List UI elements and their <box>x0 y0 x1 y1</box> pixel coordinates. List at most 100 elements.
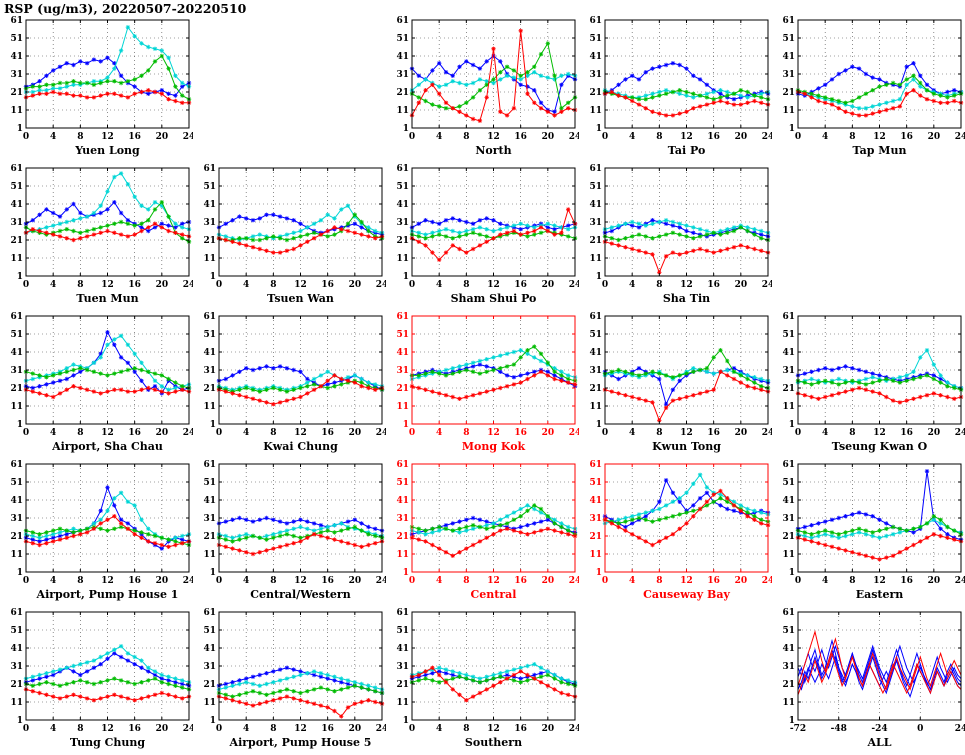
x-tick-label: 16 <box>514 428 527 438</box>
y-tick-label: 51 <box>589 478 602 488</box>
y-tick-label: 41 <box>203 644 216 654</box>
x-tick-label: 12 <box>873 132 886 142</box>
y-tick-label: 61 <box>203 164 216 174</box>
x-tick-label: 0 <box>917 724 923 734</box>
y-tick-label: 61 <box>203 608 216 618</box>
x-tick-label: 4 <box>50 280 56 290</box>
chart-title: Tung Chung <box>70 736 145 749</box>
x-tick-label: 16 <box>321 576 334 586</box>
y-tick-label: 11 <box>396 550 409 560</box>
y-tick-label: 21 <box>203 532 216 542</box>
y-tick-label: 41 <box>10 644 23 654</box>
x-tick-label: 16 <box>128 428 141 438</box>
y-tick-label: 61 <box>589 312 602 322</box>
y-tick-label: 1 <box>596 272 602 282</box>
y-tick-label: 11 <box>782 550 795 560</box>
x-tick-label: 0 <box>216 428 222 438</box>
y-tick-label: 61 <box>396 608 409 618</box>
y-tick-label: 51 <box>782 330 795 340</box>
chart-title: Central <box>471 588 517 601</box>
x-tick-label: 20 <box>735 132 748 142</box>
y-tick-label: 31 <box>10 366 23 376</box>
x-tick-label: 24 <box>955 132 965 142</box>
x-tick-label: 20 <box>928 132 941 142</box>
x-tick-label: 8 <box>656 132 662 142</box>
chart-title: Yuen Long <box>74 144 140 157</box>
y-tick-label: 61 <box>203 312 216 322</box>
x-tick-label: 12 <box>873 576 886 586</box>
y-tick-label: 21 <box>203 236 216 246</box>
chart-mong-kok: 1 11 21 31 41 51 61 0 4 8 12 16 20 24 Mong Kok <box>386 310 579 458</box>
y-tick-label: 1 <box>789 124 795 134</box>
x-tick-label: 8 <box>463 132 469 142</box>
x-tick-label: 20 <box>156 576 169 586</box>
y-tick-label: 1 <box>403 272 409 282</box>
series-line-red <box>411 371 576 400</box>
y-tick-label: 31 <box>782 366 795 376</box>
x-tick-label: 12 <box>680 132 693 142</box>
y-tick-label: 41 <box>396 52 409 62</box>
y-tick-label: 31 <box>589 218 602 228</box>
chart-title: Eastern <box>856 588 904 601</box>
x-tick-label: 4 <box>243 576 249 586</box>
y-tick-label: 1 <box>403 568 409 578</box>
x-tick-label: 20 <box>349 280 362 290</box>
y-tick-label: 1 <box>17 272 23 282</box>
x-tick-label: 4 <box>822 132 828 142</box>
x-tick-label: 0 <box>216 576 222 586</box>
x-tick-label: 20 <box>156 132 169 142</box>
y-tick-label: 1 <box>596 568 602 578</box>
x-tick-label: 12 <box>487 724 500 734</box>
series-line-green <box>604 349 769 389</box>
x-tick-label: 4 <box>436 132 442 142</box>
x-tick-label: 8 <box>270 576 276 586</box>
x-tick-label: 4 <box>50 576 56 586</box>
y-tick-label: 41 <box>589 200 602 210</box>
x-tick-label: 20 <box>542 280 555 290</box>
x-tick-label: 12 <box>294 576 307 586</box>
x-tick-label: 0 <box>795 428 801 438</box>
x-tick-label: 4 <box>436 724 442 734</box>
chart-all: 1 11 21 31 41 51 61 -72 -48 -24 0 24 ALL <box>772 606 965 754</box>
chart-title: Tuen Mun <box>76 292 138 305</box>
x-tick-label: 20 <box>156 280 169 290</box>
series-markers-green <box>602 348 771 391</box>
y-tick-label: 31 <box>203 366 216 376</box>
y-tick-label: 21 <box>396 532 409 542</box>
series-line-blue <box>604 478 769 528</box>
y-tick-label: 61 <box>10 16 23 26</box>
x-tick-label: 24 <box>376 576 386 586</box>
y-tick-label: 51 <box>10 330 23 340</box>
x-tick-label: 16 <box>514 280 527 290</box>
y-tick-label: 21 <box>10 532 23 542</box>
chart-title: Kwai Chung <box>263 440 338 453</box>
y-tick-label: 31 <box>203 662 216 672</box>
x-tick-label: 0 <box>409 576 415 586</box>
x-tick-label: 0 <box>409 724 415 734</box>
y-tick-label: 51 <box>10 626 23 636</box>
y-tick-label: 31 <box>10 70 23 80</box>
chart-title: Causeway Bay <box>643 588 730 601</box>
y-tick-label: 31 <box>396 70 409 80</box>
x-tick-label: 16 <box>707 576 720 586</box>
x-tick-label: -72 <box>790 724 806 734</box>
y-tick-label: 41 <box>782 496 795 506</box>
y-tick-label: 1 <box>596 124 602 134</box>
y-tick-label: 31 <box>396 662 409 672</box>
x-tick-label: 4 <box>50 428 56 438</box>
y-tick-label: 11 <box>10 402 23 412</box>
y-tick-label: 61 <box>589 460 602 470</box>
x-tick-label: 16 <box>128 280 141 290</box>
x-tick-label: 20 <box>542 132 555 142</box>
x-tick-label: 0 <box>409 132 415 142</box>
y-tick-label: 11 <box>203 550 216 560</box>
y-tick-label: 31 <box>589 514 602 524</box>
x-tick-label: 8 <box>270 428 276 438</box>
